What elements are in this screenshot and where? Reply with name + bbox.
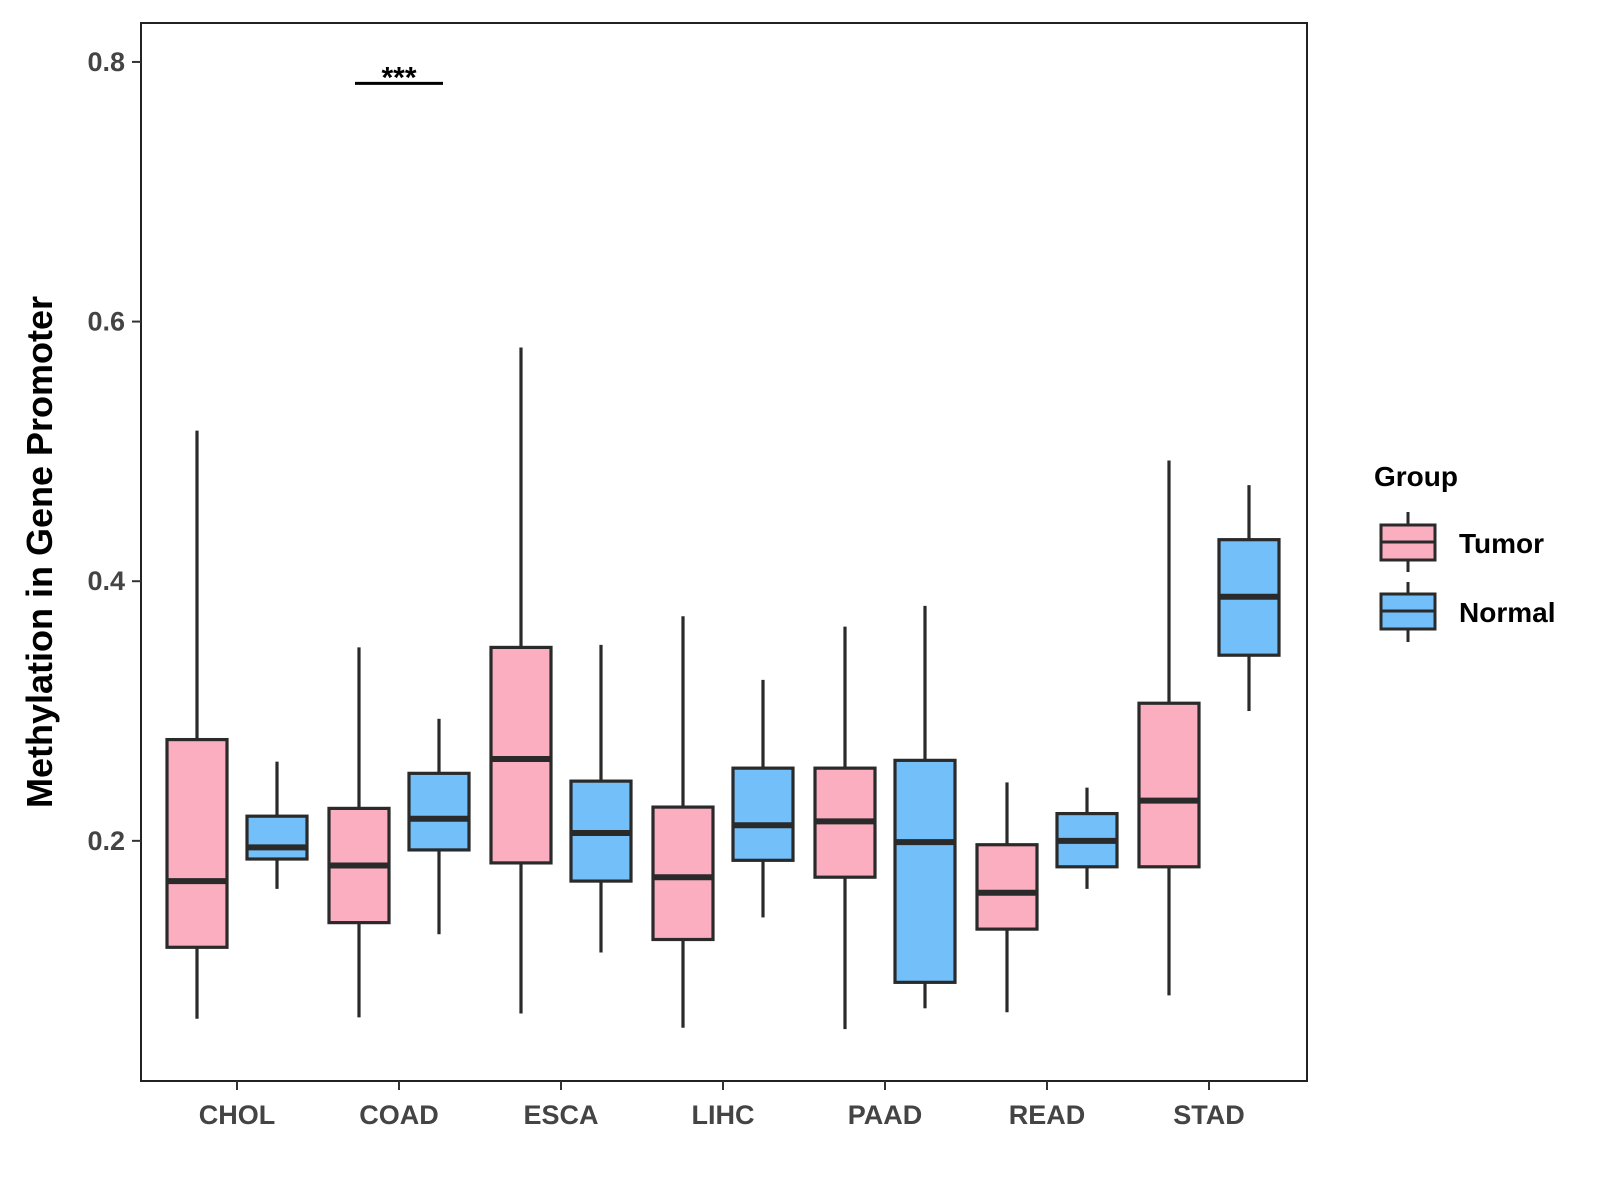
- x-tick-label-coad: COAD: [359, 1100, 439, 1130]
- x-tick-label-chol: CHOL: [199, 1100, 276, 1130]
- legend-label-tumor: Tumor: [1459, 528, 1544, 559]
- box-body: [245, 814, 309, 861]
- box-tumor-chol: [165, 430, 229, 1019]
- box-body: [165, 737, 229, 949]
- box-normal-coad: [407, 718, 471, 935]
- box-body: [1137, 701, 1201, 869]
- box-body: [651, 805, 715, 942]
- box-normal-lihc: [731, 679, 795, 918]
- legend-title: Group: [1374, 461, 1458, 492]
- legend: Group Tumor Normal: [1374, 461, 1555, 642]
- legend-label-normal: Normal: [1459, 597, 1555, 628]
- y-tick-label: 0.2: [87, 826, 125, 856]
- y-tick-label: 0.8: [87, 47, 125, 77]
- x-tick-label-stad: STAD: [1173, 1100, 1245, 1130]
- box-tumor-read: [975, 782, 1039, 1013]
- y-axis-title: Methylation in Gene Promoter: [19, 296, 60, 808]
- box-normal-chol: [245, 761, 309, 889]
- box-body: [407, 771, 471, 852]
- y-tick-label: 0.6: [87, 307, 125, 337]
- y-tick-label: 0.4: [87, 566, 125, 596]
- box-normal-paad: [893, 605, 957, 1009]
- box-tumor-stad: [1137, 460, 1201, 996]
- box-body: [731, 766, 795, 862]
- box-normal-stad: [1217, 485, 1281, 712]
- box-tumor-paad: [813, 626, 877, 1030]
- box-tumor-lihc: [651, 616, 715, 1028]
- boxes-layer: [165, 347, 1281, 1030]
- x-tick-label-lihc: LIHC: [692, 1100, 755, 1130]
- x-tick-label-paad: PAAD: [848, 1100, 923, 1130]
- x-tick-label-read: READ: [1009, 1100, 1086, 1130]
- box-body: [893, 758, 957, 984]
- box-body: [975, 843, 1039, 931]
- box-normal-esca: [569, 644, 633, 953]
- legend-key-normal: [1379, 582, 1437, 642]
- x-tick-label-esca: ESCA: [523, 1100, 598, 1130]
- box-tumor-coad: [327, 647, 391, 1018]
- annotation-layer: ***: [355, 61, 443, 94]
- box-normal-read: [1055, 787, 1119, 889]
- box-tumor-esca: [489, 347, 553, 1014]
- y-axis: 0.2 0.4 0.6 0.8: [87, 47, 141, 856]
- significance-label: ***: [381, 61, 416, 94]
- legend-key-tumor: [1379, 512, 1437, 572]
- x-axis: CHOL COAD ESCA LIHC PAAD READ STAD: [199, 1081, 1245, 1130]
- box-body: [489, 645, 553, 865]
